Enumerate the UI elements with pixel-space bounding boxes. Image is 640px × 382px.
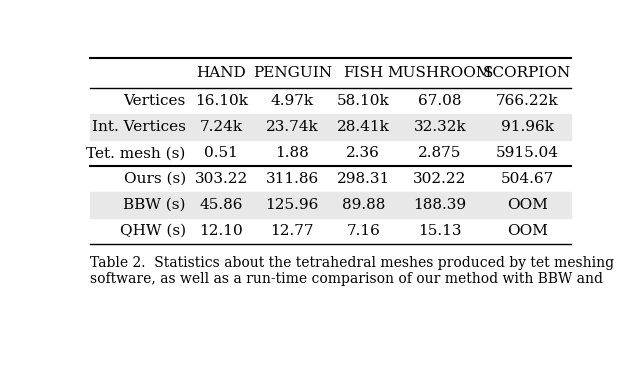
Bar (90, 192, 571, 218)
Text: 125.96: 125.96 (266, 198, 319, 212)
Text: 23.74k: 23.74k (266, 120, 319, 134)
Text: Ours (s): Ours (s) (124, 172, 186, 186)
Text: 2.36: 2.36 (346, 146, 380, 160)
Text: 45.86: 45.86 (200, 198, 243, 212)
Text: 12.77: 12.77 (271, 224, 314, 238)
Text: 58.10k: 58.10k (337, 94, 390, 108)
Text: 504.67: 504.67 (500, 172, 554, 186)
Text: 1.88: 1.88 (275, 146, 309, 160)
Text: Int. Vertices: Int. Vertices (92, 120, 186, 134)
Bar (90, 114, 571, 140)
Text: 15.13: 15.13 (418, 224, 461, 238)
Text: 298.31: 298.31 (337, 172, 390, 186)
Text: FISH: FISH (343, 66, 383, 80)
Text: MUSHROOM: MUSHROOM (388, 66, 492, 80)
Text: Vertices: Vertices (124, 94, 186, 108)
Text: SCORPION: SCORPION (483, 66, 572, 80)
Text: 188.39: 188.39 (413, 198, 467, 212)
Text: OOM: OOM (507, 224, 548, 238)
Text: 302.22: 302.22 (413, 172, 467, 186)
Text: QHW (s): QHW (s) (120, 224, 186, 238)
Text: 2.875: 2.875 (418, 146, 461, 160)
Text: 7.24k: 7.24k (200, 120, 243, 134)
Text: HAND: HAND (196, 66, 246, 80)
Text: PENGUIN: PENGUIN (253, 66, 332, 80)
Text: 4.97k: 4.97k (271, 94, 314, 108)
Text: 32.32k: 32.32k (413, 120, 466, 134)
Text: BBW (s): BBW (s) (124, 198, 186, 212)
Text: 67.08: 67.08 (418, 94, 461, 108)
Text: 89.88: 89.88 (342, 198, 385, 212)
Text: 311.86: 311.86 (266, 172, 319, 186)
Text: 12.10: 12.10 (199, 224, 243, 238)
Text: Table 2.  Statistics about the tetrahedral meshes produced by tet meshing
softwa: Table 2. Statistics about the tetrahedra… (90, 256, 614, 286)
Text: 0.51: 0.51 (204, 146, 238, 160)
Text: 766.22k: 766.22k (496, 94, 559, 108)
Text: 7.16: 7.16 (346, 224, 380, 238)
Text: 303.22: 303.22 (195, 172, 248, 186)
Text: Tet. mesh (s): Tet. mesh (s) (86, 146, 186, 160)
Text: 16.10k: 16.10k (195, 94, 248, 108)
Text: OOM: OOM (507, 198, 548, 212)
Text: 5915.04: 5915.04 (496, 146, 559, 160)
Text: 91.96k: 91.96k (501, 120, 554, 134)
Text: 28.41k: 28.41k (337, 120, 390, 134)
